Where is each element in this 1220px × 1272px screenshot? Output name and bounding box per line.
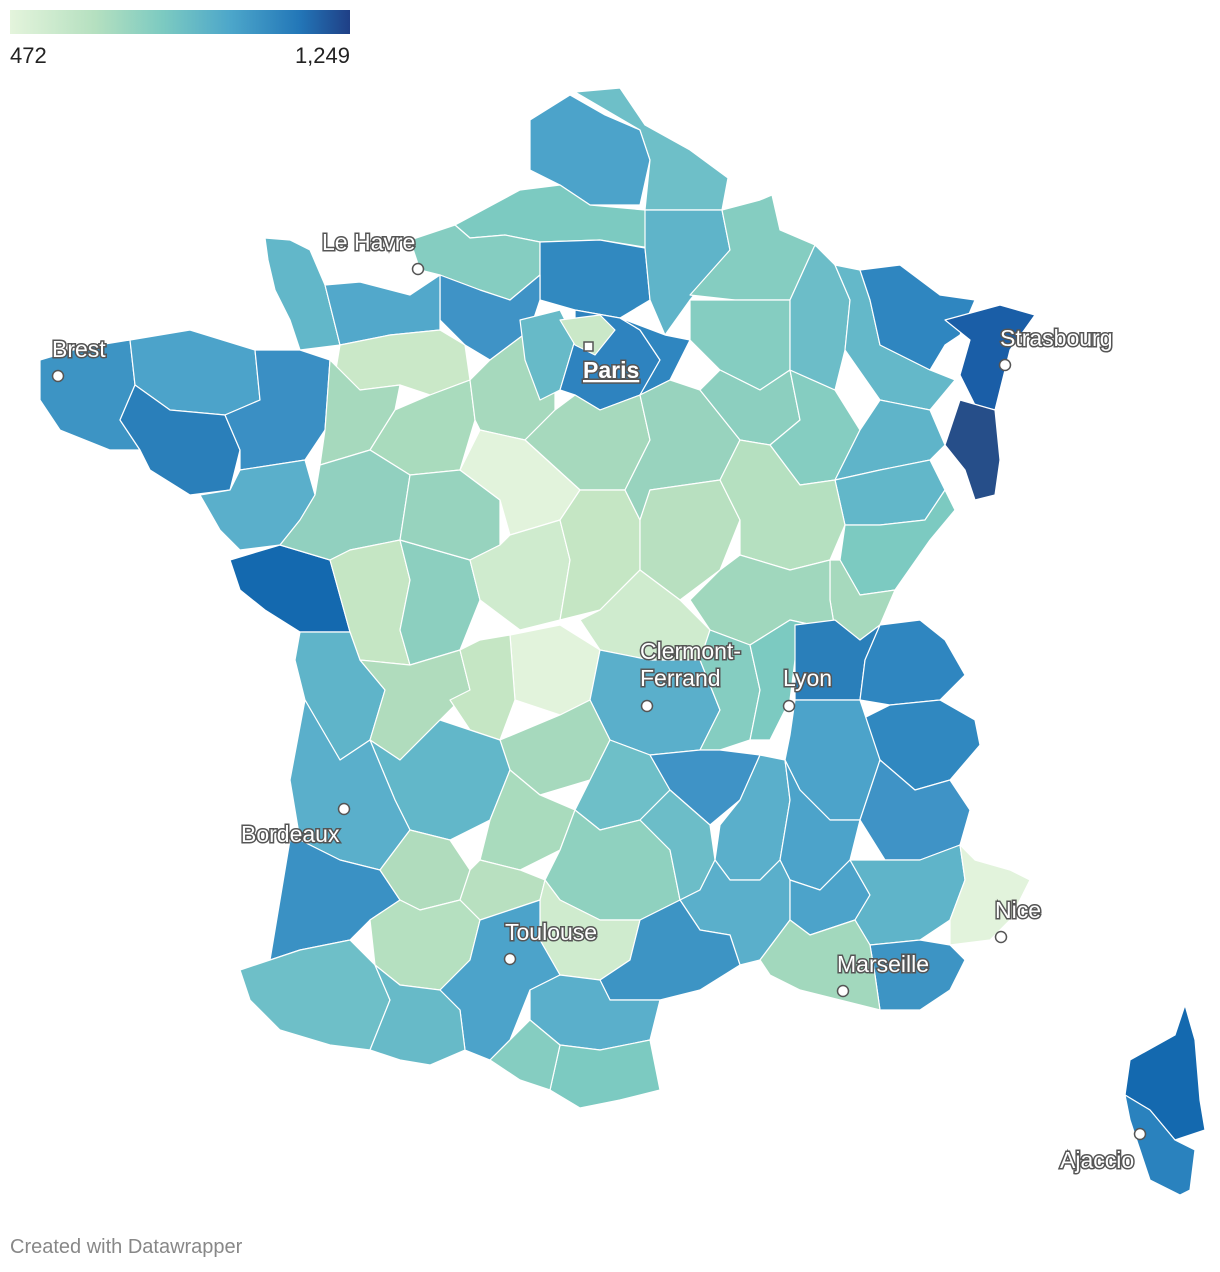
- marker-ajaccio: [1133, 1127, 1147, 1141]
- city-label-ajaccio: Ajaccio: [1060, 1147, 1134, 1173]
- city-label-clermont-line1: Clermont-: [640, 638, 741, 664]
- marker-paris: [583, 341, 594, 352]
- region-morbihan: [119, 384, 241, 496]
- city-label-nice: Nice: [995, 897, 1041, 923]
- region-alpes-maritimes: [949, 844, 1031, 946]
- region-pyrenees-or: [549, 1039, 661, 1109]
- region-moselle: [859, 264, 976, 371]
- legend-gradient-bar: [10, 10, 350, 34]
- city-label-clermont-line2: Ferrand: [640, 665, 721, 691]
- region-manche: [264, 237, 341, 351]
- region-bouches-rhone: [759, 919, 881, 1011]
- city-label-toulouse: Toulouse: [505, 919, 597, 945]
- legend-min-label: 472: [10, 43, 47, 68]
- region-ariege: [489, 1019, 561, 1091]
- region-hautes-pyrenees: [369, 964, 466, 1066]
- color-legend: 472 1,249: [10, 10, 350, 69]
- region-nord-east: [574, 87, 729, 211]
- marker-brest: [51, 369, 65, 383]
- region-haut-rhin: [944, 399, 1001, 501]
- city-labels: Le Havre Brest Paris Strasbourg Clermont…: [51, 228, 1136, 1175]
- city-label-strasbourg: Strasbourg: [1000, 325, 1113, 351]
- city-label-bordeaux: Bordeaux: [241, 821, 340, 847]
- region-nord: [529, 94, 651, 206]
- marker-clermont-ferrand: [640, 699, 654, 713]
- city-label-brest: Brest: [52, 336, 106, 362]
- region-oise: [539, 239, 651, 319]
- marker-nice: [994, 930, 1008, 944]
- department-regions: [39, 87, 1206, 1196]
- marker-lyon: [782, 699, 796, 713]
- region-pyrenees-atl: [239, 939, 391, 1051]
- region-marne: [689, 299, 791, 391]
- city-label-marseille: Marseille: [837, 951, 929, 977]
- marker-marseille: [836, 984, 850, 998]
- city-label-lyon: Lyon: [783, 665, 832, 691]
- city-markers: [51, 262, 1147, 1141]
- footer-credit: Created with Datawrapper: [10, 1236, 243, 1258]
- region-paris-center: [559, 314, 616, 356]
- marker-bordeaux: [337, 802, 351, 816]
- marker-strasbourg: [998, 358, 1012, 372]
- city-label-le-havre: Le Havre: [322, 229, 415, 255]
- city-label-paris: Paris: [583, 357, 639, 383]
- marker-toulouse: [503, 952, 517, 966]
- region-eure: [439, 274, 541, 361]
- region-bas-rhin: [944, 304, 1036, 411]
- legend-max-label: 1,249: [294, 43, 350, 68]
- marker-le-havre: [411, 262, 425, 276]
